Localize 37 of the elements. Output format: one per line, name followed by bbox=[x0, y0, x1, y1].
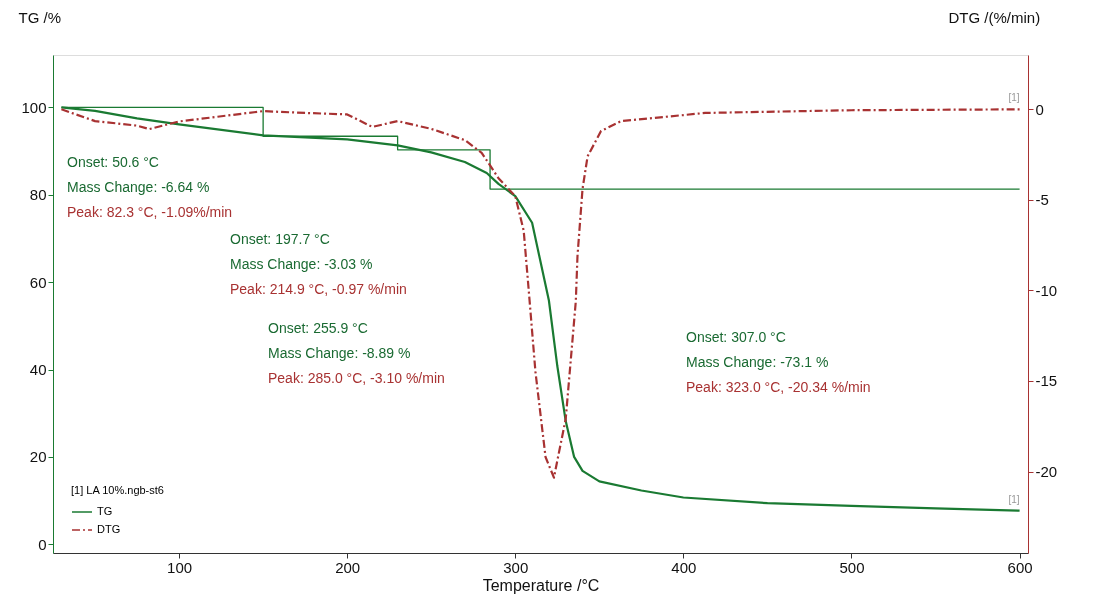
x-tick-label: 400 bbox=[671, 558, 697, 576]
x-tick-label: 600 bbox=[1007, 558, 1033, 576]
annotation: Peak: 214.9 °C, -0.97 %/min bbox=[230, 281, 407, 297]
annotation: Onset: 307.0 °C bbox=[686, 329, 786, 345]
y-tick-label: 60 bbox=[29, 273, 47, 291]
y-tick-label: 0 bbox=[38, 535, 47, 553]
y-tick-label: 100 bbox=[21, 98, 47, 116]
annotation: Mass Change: -8.89 % bbox=[268, 345, 411, 361]
x-axis-title: Temperature /°C bbox=[482, 576, 600, 594]
legend-label: TG bbox=[97, 505, 113, 517]
annotation: [1] bbox=[1008, 92, 1020, 104]
annotation: Mass Change: -3.03 % bbox=[230, 256, 373, 272]
annotation: Peak: 82.3 °C, -1.09%/min bbox=[67, 204, 233, 220]
y2-tick-label: 0 bbox=[1035, 100, 1044, 118]
annotation: Peak: 285.0 °C, -3.10 %/min bbox=[268, 370, 445, 386]
annotation: Mass Change: -73.1 % bbox=[686, 354, 829, 370]
x-tick-label: 200 bbox=[335, 558, 361, 576]
annotation: Onset: 255.9 °C bbox=[268, 320, 368, 336]
x-tick-label: 300 bbox=[503, 558, 529, 576]
y-tick-label: 20 bbox=[29, 448, 47, 466]
legend-label: DTG bbox=[97, 523, 121, 535]
y-axis-title: TG /% bbox=[18, 8, 62, 26]
annotation: Mass Change: -6.64 % bbox=[67, 179, 210, 195]
annotation: Onset: 50.6 °C bbox=[67, 154, 159, 170]
y2-tick-label: -10 bbox=[1035, 281, 1058, 299]
y-tick-label: 40 bbox=[29, 361, 47, 379]
x-tick-label: 500 bbox=[839, 558, 865, 576]
y-tick-label: 80 bbox=[29, 186, 47, 204]
annotation: Onset: 197.7 °C bbox=[230, 231, 330, 247]
annotation: [1] bbox=[1008, 493, 1020, 505]
y2-axis-title: DTG /(%/min) bbox=[948, 8, 1041, 26]
legend-title: [1] LA 10%.ngb-st6 bbox=[71, 484, 164, 496]
annotation: Peak: 323.0 °C, -20.34 %/min bbox=[686, 379, 871, 395]
y2-tick-label: -5 bbox=[1035, 191, 1049, 209]
x-tick-label: 100 bbox=[167, 558, 193, 576]
y2-tick-label: -15 bbox=[1035, 372, 1058, 390]
y2-tick-label: -20 bbox=[1035, 463, 1058, 481]
